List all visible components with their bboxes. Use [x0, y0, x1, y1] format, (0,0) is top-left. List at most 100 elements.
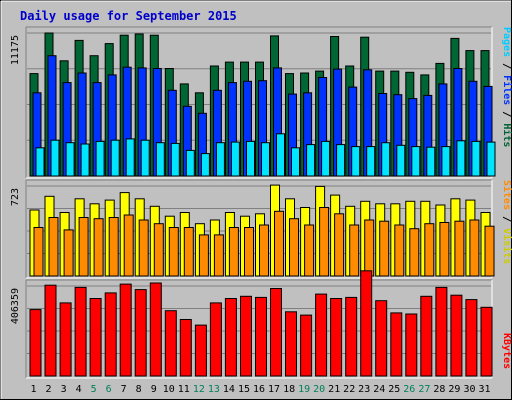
bar-sites: [213, 234, 224, 277]
bar-sites: [48, 217, 59, 277]
bar-kbytes: [44, 284, 57, 377]
bar-kbytes: [149, 282, 162, 377]
bar-sites: [228, 227, 239, 277]
bar-pages: [185, 149, 195, 177]
bar-pages: [155, 142, 165, 177]
bar-pages: [95, 140, 105, 177]
bar-pages: [80, 143, 90, 177]
xtick-label: 4: [76, 384, 82, 395]
xtick-label: 8: [136, 384, 142, 395]
bar-sites: [304, 224, 315, 277]
bar-sites: [334, 213, 345, 277]
bar-kbytes: [390, 312, 403, 377]
xtick-label: 31: [478, 384, 490, 395]
xtick-label: 22: [343, 384, 355, 395]
legend-label: Pages / Files / Hits: [501, 27, 512, 147]
bar-kbytes: [435, 286, 448, 377]
xtick-label: 23: [358, 384, 370, 395]
bar-sites: [138, 219, 149, 277]
bar-kbytes: [300, 314, 313, 377]
legend-separator: /: [501, 57, 512, 75]
legend-entry-kbytes: KBytes: [501, 333, 512, 369]
xtick-label: 9: [151, 384, 157, 395]
bar-kbytes: [240, 295, 252, 377]
chart-panels: 11175 Pages / Files / Hits 723 Sites / Visi…: [10, 26, 512, 379]
bar-sites: [63, 229, 74, 277]
xtick-label: 17: [268, 384, 280, 395]
bar-sites: [469, 219, 480, 277]
bar-sites: [379, 220, 390, 277]
bar-sites: [244, 227, 254, 277]
bar-kbytes: [360, 270, 373, 377]
xtick-label: 10: [163, 384, 175, 395]
bar-sites: [168, 227, 179, 277]
bar-pages: [65, 142, 75, 177]
xtick-label: 30: [463, 384, 475, 395]
bar-pages: [306, 144, 316, 177]
bar-kbytes: [315, 293, 328, 377]
xtick-label: 28: [433, 384, 445, 395]
bar-sites: [349, 224, 360, 277]
xtick-label: 12: [193, 384, 205, 395]
bar-kbytes: [450, 294, 463, 377]
bar-pages: [246, 140, 255, 177]
xtick-label: 24: [373, 384, 385, 395]
bar-kbytes: [405, 313, 418, 377]
bar-kbytes: [480, 306, 493, 377]
bar-kbytes: [420, 295, 433, 377]
bar-kbytes: [330, 298, 343, 377]
bar-sites: [319, 207, 330, 277]
ytick-label: 723: [10, 188, 21, 206]
bar-pages: [366, 146, 376, 177]
bar-sites: [93, 218, 104, 277]
bar-sites: [394, 224, 405, 277]
bar-kbytes: [164, 310, 177, 377]
legend-separator: /: [501, 210, 512, 228]
xtick-label: 25: [388, 384, 400, 395]
xtick-label: 2: [45, 384, 51, 395]
legend-label: KBytes: [501, 333, 512, 369]
bar-pages: [215, 142, 225, 177]
bar-kbytes: [59, 302, 72, 377]
xtick-label: 29: [448, 384, 460, 395]
bar-pages: [200, 153, 210, 177]
bar-kbytes: [104, 292, 117, 377]
xtick-label: 11: [178, 384, 190, 395]
x-axis: 1 2 3 4 5 6 7 8 9 10 11 12 13 14 15 16 17 18 19 20 21 22 23 24 2…: [30, 384, 490, 395]
legend-label: Sites / Visits: [501, 180, 512, 264]
bar-pages: [336, 144, 346, 177]
bar-pages: [170, 142, 180, 177]
bar-pages: [381, 142, 391, 177]
bar-pages: [471, 140, 481, 177]
xtick-label: 15: [238, 384, 250, 395]
bar-kbytes: [375, 300, 388, 377]
xtick-label: 18: [283, 384, 295, 395]
bar-kbytes: [224, 298, 237, 377]
xtick-label: 1: [30, 384, 36, 395]
bar-pages: [396, 144, 406, 177]
bar-sites: [424, 223, 435, 277]
panel-kbytes: 406359 KBytes: [10, 270, 512, 379]
bar-pages: [486, 141, 496, 177]
bar-sites: [123, 214, 134, 277]
bar-pages: [291, 147, 300, 177]
legend-entry-sites: Sites: [501, 180, 512, 210]
bar-sites: [78, 217, 89, 277]
legend-separator: /: [501, 105, 512, 123]
bar-pages: [230, 141, 240, 177]
bar-sites: [364, 219, 375, 277]
bar-pages: [321, 140, 331, 177]
bar-pages: [50, 139, 60, 177]
xtick-label: 26: [403, 384, 415, 395]
bar-sites: [153, 223, 164, 277]
bar-pages: [261, 142, 270, 177]
legend-entry-pages: Pages: [501, 27, 512, 57]
bar-pages: [110, 139, 120, 177]
bar-sites: [183, 227, 194, 277]
xtick-label: 14: [223, 384, 235, 395]
bar-pages: [140, 139, 150, 177]
bar-kbytes: [209, 302, 222, 377]
bar-pages: [426, 146, 436, 177]
bar-kbytes: [134, 289, 147, 377]
